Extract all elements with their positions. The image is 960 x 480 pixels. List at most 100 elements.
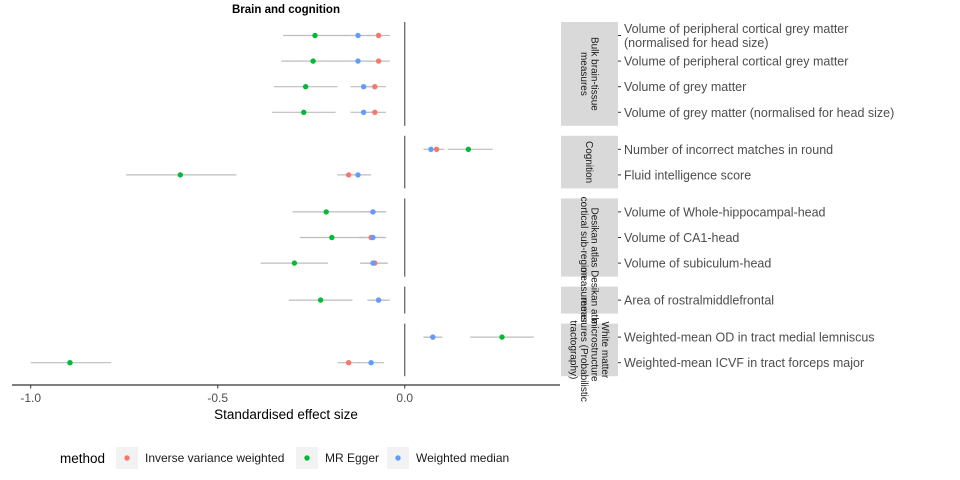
panel-2: Cognition Number of incorrect matches in … [126,135,833,189]
row-label-line: Volume of grey matter (normalised for he… [624,106,894,120]
legend-entry: Inverse variance weighted [116,447,284,469]
row: Volume of Whole-hippocampal-head [292,205,826,219]
strip-background [561,323,618,377]
row-label-line: Weighted-mean ICVF in tract forceps majo… [624,356,864,370]
legend-label: Weighted median [416,451,509,465]
point-estimate [291,260,298,266]
strip-label-line: measures [578,52,589,96]
x-axis: -1.0 -0.5 0.0 [12,384,560,405]
row-label: Volume of Whole-hippocampal-head [624,205,826,219]
strip-label-line: cortical sub-region [578,197,589,279]
legend-swatch [395,455,401,461]
row-label-line: Volume of CA1-head [624,231,739,245]
strip-label: White mattermicrostructuremeasures (Prob… [567,298,610,402]
row: Weighted-mean OD in tract medial lemnisc… [423,331,875,345]
row-label: Number of incorrect matches in round [624,143,833,157]
row-label-line: Volume of grey matter [624,80,746,94]
strip-background [561,22,618,126]
legend-label: MR Egger [325,451,379,465]
strip-label-line: tractography) [567,320,578,379]
row-label: Volume of CA1-head [624,231,739,245]
row: Volume of grey matter [273,80,746,94]
point-estimate [317,297,324,303]
legend-swatch [304,455,310,461]
point-estimate [323,209,329,215]
strip-label: Desikan atlascortical sub-region [578,197,600,279]
row: Weighted-mean ICVF in tract forceps majo… [30,356,864,370]
legend-title: method [60,451,105,466]
row-label: Fluid intelligence score [624,168,751,182]
point-estimate [310,58,316,64]
strip-label: Cognition [583,141,594,183]
row: Volume of CA1-head [300,231,739,245]
row-label: Weighted-mean OD in tract medial lemnisc… [624,331,875,345]
row-label: Volume of grey matter [624,80,746,94]
strip-background [561,198,618,277]
point-estimate [433,146,440,152]
row-label-line: Fluid intelligence score [624,168,751,182]
row-label-line: Volume of Whole-hippocampal-head [624,205,826,219]
strip-label-line: White matter [599,322,610,379]
point-estimate [430,334,436,340]
panel-3: Desikan atlascortical sub-region Volume o… [260,197,826,279]
point-estimate [370,234,376,241]
point-estimate [499,334,505,340]
point-estimate [375,32,382,39]
strip-label: Desikan atlasmeasurements [578,267,600,333]
point-estimate [302,84,309,90]
point-estimate [329,234,335,241]
row-label: Volume of peripheral cortical grey matte… [624,55,848,69]
row: Number of incorrect matches in round [423,143,833,157]
point-estimate [428,146,434,152]
point-estimate [372,84,378,90]
point-estimate [360,109,367,116]
point-estimate [370,260,376,266]
point-estimate [345,172,352,178]
point-estimate [370,209,376,215]
row: Volume of subiculum-head [260,257,771,271]
strip-background [561,286,618,314]
panel-5: White mattermicrostructuremeasures (Prob… [30,298,875,402]
strip-label-line: Desikan atlas [588,207,599,267]
legend-swatch [124,455,130,461]
row-label-line: Volume of peripheral cortical grey matte… [624,22,848,36]
point-estimate [368,360,374,366]
strip-label-line: Bulk brain-tissue [588,37,599,111]
strip-label-line: measures (Probabilistic [578,298,589,402]
point-estimate [177,172,184,178]
panel-4: Desikan atlasmeasurements Area of rostral… [288,267,774,333]
strip-label-line: Desikan atlas [588,270,599,330]
panels: Bulk brain-tissuemeasures Volume of perip… [30,22,894,402]
point-estimate [301,109,307,116]
strip-label-line: measurements [578,267,589,333]
panel-1: Bulk brain-tissuemeasures Volume of perip… [271,22,894,126]
strip-label-line: microstructure [588,318,599,382]
legend: method Inverse variance weighted MR Egger W… [60,447,509,469]
x-tick-label: -1.0 [20,391,41,405]
row: Fluid intelligence score [126,168,751,182]
row-label: Area of rostralmiddlefrontal [624,294,774,308]
point-estimate [355,58,361,64]
row: Volume of grey matter (normalised for he… [271,106,894,120]
row-label-line: Weighted-mean OD in tract medial lemnisc… [624,331,875,345]
row-label-line: Number of incorrect matches in round [624,143,833,157]
legend-label: Inverse variance weighted [145,451,284,465]
row-label-line: (normalised for head size) [624,36,769,50]
point-estimate [67,360,73,366]
strip-label: Bulk brain-tissuemeasures [578,37,600,111]
row-label-line: Area of rostralmiddlefrontal [624,294,774,308]
row-label-line: Volume of subiculum-head [624,257,771,271]
x-axis-title: Standardised effect size [214,407,358,422]
row-label: Volume of subiculum-head [624,257,771,271]
x-tick-label: 0.0 [396,391,413,405]
point-estimate [372,109,378,116]
strip-label-line: Cognition [583,141,594,183]
legend-entry: MR Egger [296,447,379,469]
row-label: Weighted-mean ICVF in tract forceps majo… [624,356,864,370]
point-estimate [375,297,382,303]
point-estimate [312,32,318,39]
row: Area of rostralmiddlefrontal [288,294,774,308]
row: Volume of peripheral cortical grey matte… [283,22,848,50]
strip-background [561,135,618,189]
